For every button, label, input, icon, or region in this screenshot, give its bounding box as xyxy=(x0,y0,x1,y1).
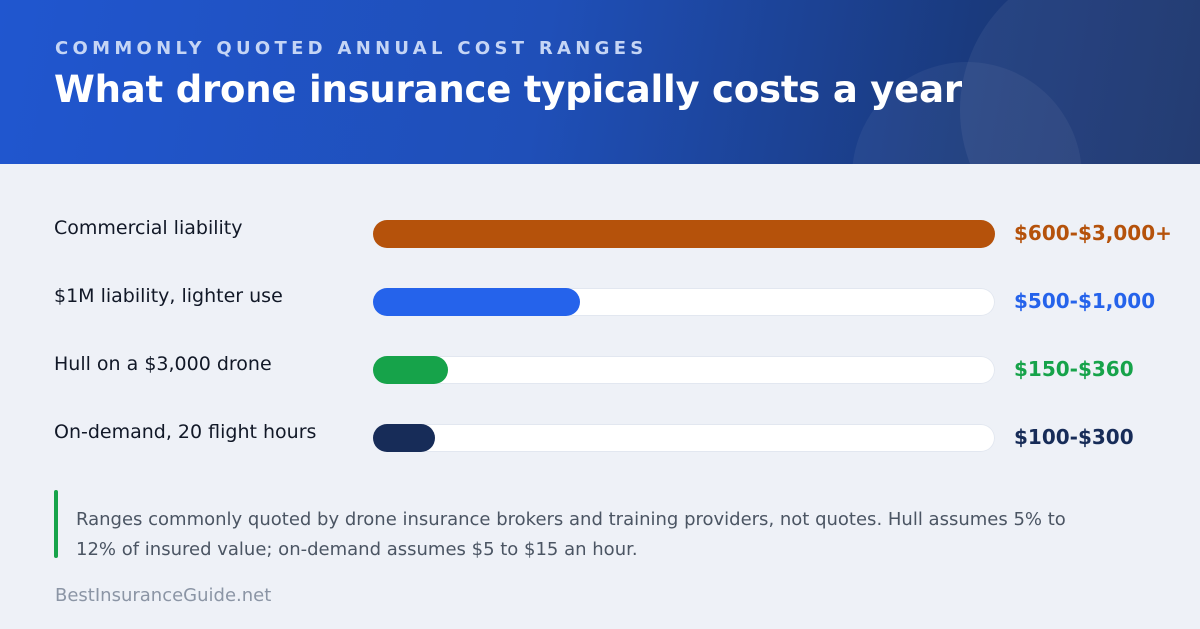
bar xyxy=(373,220,995,248)
bar-value-label: $150-$360 xyxy=(1014,357,1134,381)
decorative-circle xyxy=(960,0,1200,164)
bar-track xyxy=(373,356,995,384)
bar-category-label: $1M liability, lighter use xyxy=(54,285,283,307)
bar-value-label: $500-$1,000 xyxy=(1014,289,1156,313)
bar-category-label: On-demand, 20 flight hours xyxy=(54,421,317,443)
bar-category-label: Commercial liability xyxy=(54,217,243,239)
bar-category-label: Hull on a $3,000 drone xyxy=(54,353,272,375)
bar xyxy=(373,288,581,316)
header-banner: COMMONLY QUOTED ANNUAL COST RANGES What … xyxy=(0,0,1200,164)
footnote: Ranges commonly quoted by drone insuranc… xyxy=(76,509,1066,560)
brand-name: BestInsuranceGuide.net xyxy=(55,585,272,606)
bar-track xyxy=(373,424,995,452)
bar xyxy=(373,424,436,452)
bar-track xyxy=(373,220,995,248)
bar xyxy=(373,356,448,384)
bar-value-label: $100-$300 xyxy=(1014,425,1134,449)
bar-track xyxy=(373,288,995,316)
chart-subtitle: COMMONLY QUOTED ANNUAL COST RANGES xyxy=(55,38,648,59)
note-accent-bar xyxy=(54,490,58,558)
chart-title: What drone insurance typically costs a y… xyxy=(54,68,962,111)
bar-value-label: $600-$3,000+ xyxy=(1014,221,1172,245)
